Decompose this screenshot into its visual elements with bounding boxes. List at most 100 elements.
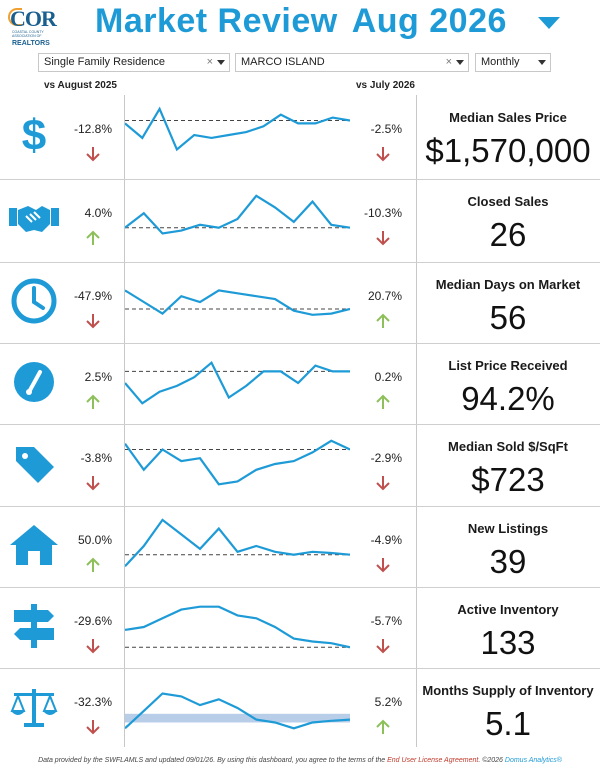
signpost-icon [8,600,60,652]
metric-label: List Price Received [448,358,568,373]
handshake-icon [8,192,60,244]
row-divider [0,179,600,180]
metric-value: 133 [480,624,536,661]
arrow-down-icon [86,475,100,491]
yoy-change: 50.0% [77,533,112,547]
trend-line [125,518,350,568]
arrow-down-icon [86,638,100,654]
mom-change: -10.3% [363,206,402,220]
trend-sparkline[interactable] [125,511,350,581]
chevron-down-icon[interactable] [217,60,225,65]
metric-row: 2.5% 0.2% List Price Received 94.2% [0,344,600,426]
title-period: Aug 2026 [351,2,507,40]
arrow-down-icon [86,146,100,162]
mom-change: 0.2% [374,370,402,384]
mom-column-header: vs July 2026 [356,80,415,91]
trend-sparkline[interactable] [125,592,350,662]
trend-sparkline[interactable] [125,429,350,499]
trend-sparkline[interactable] [125,100,350,170]
property-type-value: Single Family Residence [44,56,166,68]
property-type-select[interactable]: Single Family Residence × [38,53,230,72]
footer: Data provided by the SWFLAMLS and update… [0,757,600,764]
arrow-up-icon [376,313,390,329]
yoy-column-header: vs August 2025 [44,80,117,91]
trend-line [125,194,350,235]
arrow-down-icon [376,230,390,246]
clock-icon [8,275,60,327]
metric-label: Median Sales Price [449,110,567,125]
row-divider [0,587,600,588]
logo-name: COR [10,6,57,31]
metric-label: Active Inventory [457,602,559,617]
footer-copyright: . ©2026 [478,757,505,764]
mom-change: -4.9% [370,533,402,547]
arrow-down-icon [376,557,390,573]
area-value: MARCO ISLAND [241,56,325,68]
arrow-up-icon [86,230,100,246]
mom-change: 20.7% [367,289,402,303]
metric-label: Months Supply of Inventory [422,683,594,698]
yoy-change: -29.6% [73,614,112,628]
metric-row: -29.6% -5.7% Active Inventory 133 [0,588,600,670]
row-divider [0,343,600,344]
page-title: Market Review Aug 2026 [95,2,507,41]
period-select[interactable]: Monthly [475,53,551,72]
chevron-down-icon[interactable] [538,60,546,65]
arrow-down-icon [86,313,100,329]
row-divider [0,668,600,669]
metric-value: 39 [489,543,527,580]
title-main: Market Review [95,2,338,40]
tag-icon [8,437,60,489]
trend-sparkline[interactable] [125,267,350,337]
trend-sparkline[interactable] [125,184,350,254]
arrow-down-icon [376,146,390,162]
trend-sparkline[interactable] [125,673,350,743]
metric-label: Median Days on Market [435,277,581,292]
yoy-change: -12.8% [73,122,112,136]
period-value: Monthly [481,56,520,68]
trend-line [125,605,350,649]
mom-change: -5.7% [370,614,402,628]
arrow-up-icon [86,394,100,410]
metric-row: 50.0% -4.9% New Listings 39 [0,507,600,589]
reference-band [125,713,350,723]
scale-icon [8,681,60,733]
dollar-icon: $ [8,108,60,160]
divider [416,95,417,747]
metric-row: -32.3% 5.2% Months Supply of Inventory 5.1 [0,669,600,751]
trend-sparkline[interactable] [125,348,350,418]
arrow-up-icon [86,557,100,573]
trend-line [125,360,350,405]
metric-row: -47.9% 20.7% Median Days on Market 56 [0,263,600,345]
metric-value: 56 [489,299,527,336]
brand-link[interactable]: Domus Analytics® [504,757,562,764]
footer-text: Data provided by the SWFLAMLS and update… [38,757,388,764]
metric-value: $1,570,000 [425,132,591,169]
area-select[interactable]: MARCO ISLAND × [235,53,469,72]
yoy-change: -3.8% [80,451,112,465]
arrow-up-icon [376,719,390,735]
logo-realtors: REALTORS [12,40,50,47]
arrow-up-icon [376,394,390,410]
header: COR COASTAL COUNTY ASSOCIATION OF REALTO… [0,0,600,48]
license-link[interactable]: End User License Agreement [387,757,479,764]
association-logo: COR COASTAL COUNTY ASSOCIATION OF REALTO… [8,4,68,48]
trend-line [125,289,350,316]
logo-subtitle: COASTAL COUNTY ASSOCIATION OF [12,30,44,38]
metric-row: -3.8% -2.9% Median Sold $/SqFt $723 [0,425,600,507]
logo-swoosh-icon [8,8,22,26]
metric-value: 94.2% [461,380,555,417]
metric-value: $723 [471,461,545,498]
yoy-change: 4.0% [84,206,112,220]
trend-line [125,439,350,486]
divider [124,95,125,747]
row-divider [0,506,600,507]
chevron-down-icon[interactable] [456,60,464,65]
metric-label: New Listings [467,521,549,536]
mom-change: -2.9% [370,451,402,465]
clear-property-type-icon[interactable]: × [206,56,213,68]
period-dropdown-caret-icon[interactable] [538,17,560,29]
metric-value: 26 [489,216,527,253]
clear-area-icon[interactable]: × [445,56,452,68]
row-divider [0,262,600,263]
